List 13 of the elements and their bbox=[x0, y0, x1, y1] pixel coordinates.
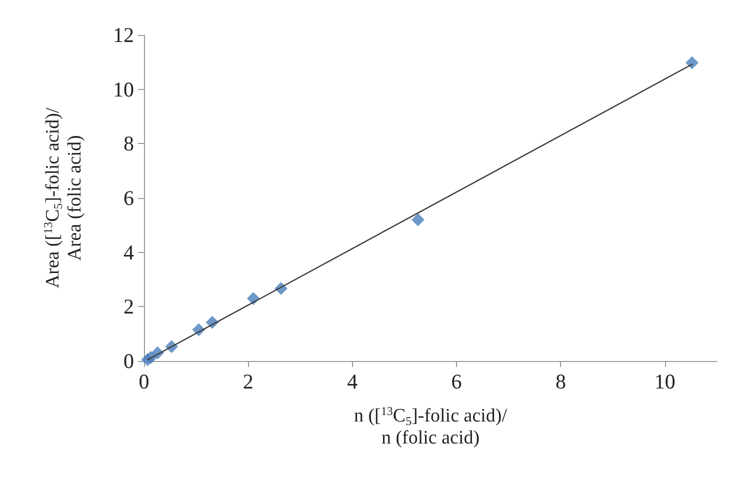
x-tick-label: 8 bbox=[555, 370, 566, 394]
y-tick-label: 4 bbox=[124, 240, 134, 264]
y-tick-label: 12 bbox=[113, 23, 134, 47]
y-tick-label: 6 bbox=[124, 186, 134, 210]
x-tick-label: 2 bbox=[242, 370, 254, 394]
y-tick-label: 10 bbox=[113, 77, 134, 102]
x-tick-label: 6 bbox=[451, 370, 462, 394]
x-tick-label: 4 bbox=[347, 370, 358, 394]
y-tick-label: 0 bbox=[124, 349, 134, 373]
y-tick-label: 8 bbox=[124, 132, 134, 156]
x-tick-label: 10 bbox=[654, 370, 676, 394]
y-tick-label: 2 bbox=[124, 294, 134, 319]
x-tick-label: 0 bbox=[138, 370, 150, 394]
